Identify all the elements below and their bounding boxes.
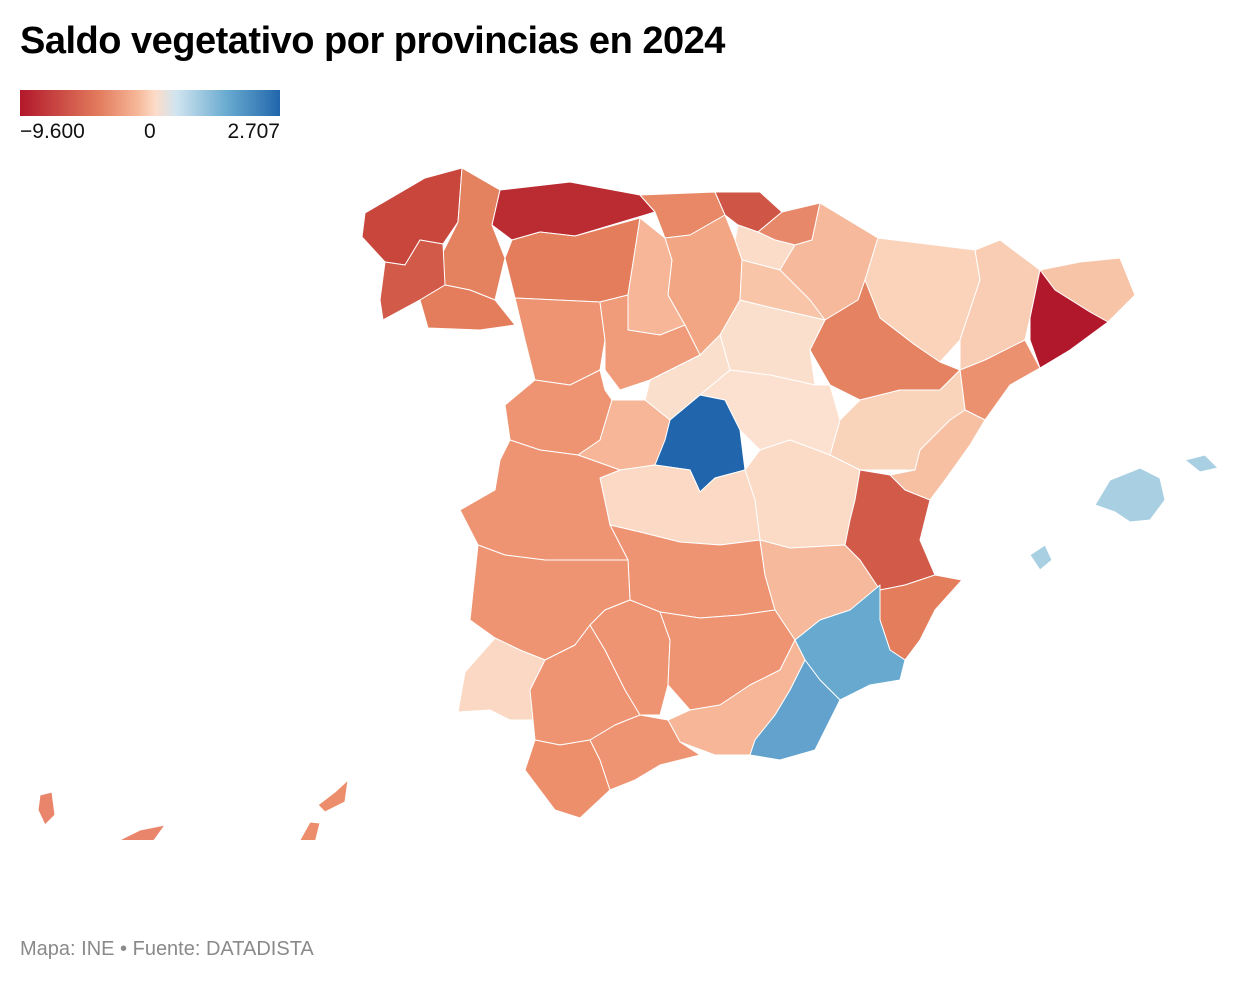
source-note: Mapa: INE • Fuente: DATADISTA (20, 938, 314, 960)
province-las-palmas[interactable] (182, 779, 349, 840)
province-ourense[interactable] (419, 284, 516, 331)
province-barcelona[interactable] (1029, 269, 1109, 369)
color-legend: −9.600 0 2.707 (20, 90, 280, 143)
province-cadiz[interactable] (524, 739, 611, 819)
map-title: Saldo vegetativo por provincias en 2024 (20, 20, 725, 62)
province-almeria[interactable] (749, 659, 841, 761)
province-huelva[interactable] (457, 637, 546, 721)
legend-min-label: −9.600 (20, 120, 85, 143)
legend-gradient-bar (20, 90, 280, 116)
province-zamora[interactable] (514, 297, 606, 386)
province-santa-cruz-de-tenerife[interactable] (22, 791, 166, 840)
legend-zero-label: 0 (144, 120, 156, 143)
province-illes-balears[interactable] (1029, 454, 1219, 571)
spain-province-map (22, 167, 1219, 840)
province-alicante[interactable] (879, 574, 963, 661)
legend-max-label: 2.707 (227, 120, 280, 143)
province-malaga[interactable] (589, 714, 701, 791)
